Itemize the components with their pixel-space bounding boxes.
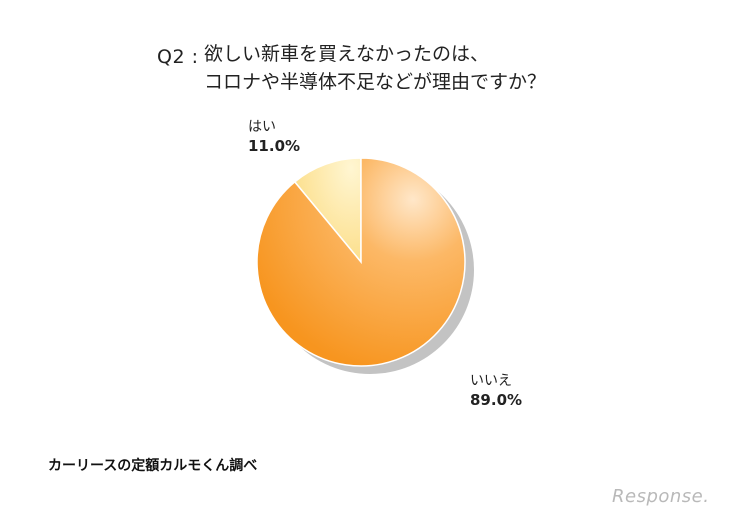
pie-slice-0 bbox=[293, 157, 362, 265]
chart-title: 欲しい新車を買えなかったのは、 コロナや半導体不足などが理由ですか？ bbox=[204, 40, 546, 96]
response-logo: Response. bbox=[612, 486, 710, 507]
slice-label-iie: いいえ 89.0% bbox=[470, 372, 522, 410]
question-number: Q2 : bbox=[157, 46, 198, 68]
slice-value-iie: 89.0% bbox=[470, 391, 523, 409]
pie-slice-1 bbox=[256, 157, 466, 367]
source-note: カーリースの定額カルモくん調べ bbox=[48, 458, 258, 474]
question-prefix: Q2 : bbox=[157, 46, 199, 68]
chart-title-line-1: 欲しい新車を買えなかったのは、 bbox=[204, 43, 490, 65]
slice-value-hai: 11.0% bbox=[248, 137, 301, 155]
slice-category-iie: いいえ bbox=[470, 373, 512, 389]
slice-category-hai: はい bbox=[248, 119, 276, 135]
slice-label-hai: はい 11.0% bbox=[248, 118, 300, 156]
chart-title-line-2: コロナや半導体不足などが理由ですか？ bbox=[204, 71, 547, 93]
